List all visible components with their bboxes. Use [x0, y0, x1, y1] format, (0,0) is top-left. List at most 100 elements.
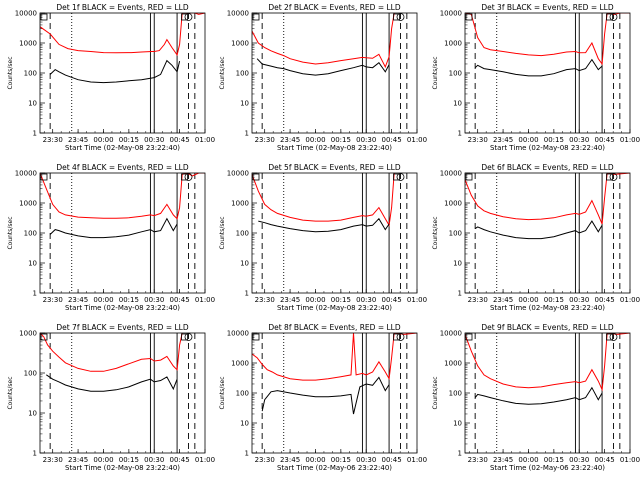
- x-tick-label: 00:15: [331, 456, 351, 464]
- x-tick-label: 23:45: [280, 296, 300, 304]
- series-line: [465, 333, 630, 392]
- y-tick-label: 1000: [231, 200, 249, 208]
- state-marker-box: [606, 13, 613, 21]
- chart-title: Det 4f BLACK = Events, RED = LLD: [56, 163, 189, 172]
- chart-panel-2: Det 2f BLACK = Events, RED = LLD Counts/s…: [219, 3, 427, 152]
- x-tick-label: 23:45: [68, 456, 88, 464]
- plot-frame: [251, 172, 418, 294]
- x-tick-label: 00:15: [544, 296, 564, 304]
- plot-frame: [251, 12, 418, 134]
- y-tick-label: 100: [449, 70, 462, 78]
- state-marker-circle: [184, 173, 193, 181]
- state-marker-box: [40, 333, 48, 341]
- x-axis-label: Start Time (02-May-08 23:22:40): [490, 304, 605, 312]
- plot-area: [252, 333, 417, 453]
- x-tick-label: 00:15: [544, 456, 564, 464]
- plot-frame: [464, 332, 631, 454]
- x-tick-label: 23:30: [468, 296, 488, 304]
- plot-area: [252, 173, 408, 293]
- y-tick-label: 10: [240, 100, 249, 108]
- y-axis-label: Counts/sec: [432, 216, 439, 249]
- y-axis-label: Counts/sec: [7, 216, 14, 249]
- x-tick-label: 23:45: [493, 136, 513, 144]
- x-tick-label: 01:00: [195, 456, 215, 464]
- y-tick-label: 1000: [19, 330, 37, 338]
- series-line: [474, 58, 603, 77]
- x-tick-label: 23:45: [493, 456, 513, 464]
- series-line: [474, 386, 603, 405]
- state-marker-box: [606, 333, 613, 341]
- x-tick-label: 00:30: [356, 296, 376, 304]
- y-tick-label: 10000: [227, 330, 249, 338]
- x-tick-label: 01:00: [195, 136, 215, 144]
- x-tick-label: 00:15: [119, 456, 139, 464]
- x-axis-label: Start Time (02-May-08 23:22:40): [277, 144, 392, 152]
- state-marker-circle: [396, 333, 405, 341]
- y-axis-label: Counts/sec: [7, 56, 14, 89]
- y-tick-label: 10000: [15, 10, 37, 18]
- plot-frame: [39, 172, 206, 294]
- x-tick-label: 23:30: [255, 456, 275, 464]
- y-tick-label: 1000: [444, 40, 462, 48]
- plot-frame: [39, 332, 206, 454]
- y-tick-label: 1000: [444, 200, 462, 208]
- x-axis-label: Start Time (02-May-08 23:22:40): [277, 304, 392, 312]
- x-tick-label: 23:45: [68, 296, 88, 304]
- y-tick-label: 1: [33, 450, 37, 458]
- x-tick-label: 00:45: [170, 136, 190, 144]
- state-marker-box: [252, 173, 260, 181]
- state-marker-box: [252, 13, 260, 21]
- x-tick-label: 00:15: [119, 136, 139, 144]
- x-tick-label: 23:30: [468, 136, 488, 144]
- series-line: [252, 333, 417, 381]
- x-axis-label: Start Time (02-May-08 23:22:40): [65, 464, 180, 472]
- y-tick-label: 1: [458, 450, 462, 458]
- x-tick-label: 00:00: [305, 136, 325, 144]
- y-tick-label: 1000: [231, 360, 249, 368]
- state-marker-circle: [609, 333, 618, 341]
- x-tick-label: 00:00: [518, 136, 538, 144]
- y-tick-label: 10: [453, 260, 462, 268]
- x-tick-label: 00:45: [382, 136, 402, 144]
- y-tick-label: 1: [245, 130, 249, 138]
- x-tick-label: 23:30: [255, 136, 275, 144]
- plot-area: [465, 333, 630, 453]
- plot-frame: [464, 172, 631, 294]
- y-tick-label: 10: [28, 260, 37, 268]
- chart-panel-6: Det 6f BLACK = Events, RED = LLD Counts/s…: [432, 163, 640, 312]
- y-tick-label: 10000: [440, 10, 462, 18]
- x-tick-label: 00:15: [119, 296, 139, 304]
- y-tick-label: 1000: [444, 360, 462, 368]
- y-tick-label: 10: [453, 100, 462, 108]
- state-marker-box: [393, 13, 400, 21]
- x-tick-label: 01:00: [407, 296, 427, 304]
- chart-panel-4: Det 4f BLACK = Events, RED = LLD Counts/s…: [7, 163, 215, 312]
- x-tick-label: 01:00: [620, 456, 640, 464]
- x-tick-label: 00:15: [331, 296, 351, 304]
- x-tick-label: 00:45: [595, 136, 615, 144]
- state-marker-box: [252, 333, 260, 341]
- chart-title: Det 1f BLACK = Events, RED = LLD: [56, 3, 189, 12]
- series-line: [40, 13, 205, 57]
- x-tick-label: 00:00: [93, 296, 113, 304]
- chart-title: Det 5f BLACK = Events, RED = LLD: [268, 163, 401, 172]
- y-tick-label: 1000: [231, 40, 249, 48]
- state-marker-box: [606, 173, 613, 181]
- chart-panel-5: Det 5f BLACK = Events, RED = LLD Counts/s…: [219, 163, 427, 312]
- x-tick-label: 00:45: [170, 296, 190, 304]
- chart-panel-1: Det 1f BLACK = Events, RED = LLD Counts/s…: [7, 3, 215, 152]
- series-line: [46, 374, 178, 392]
- x-tick-label: 23:45: [280, 136, 300, 144]
- series-line: [49, 217, 178, 239]
- x-tick-label: 23:30: [43, 296, 63, 304]
- state-marker-box: [393, 333, 400, 341]
- x-tick-label: 00:00: [305, 296, 325, 304]
- y-tick-label: 100: [236, 230, 249, 238]
- state-marker-circle: [184, 13, 193, 21]
- y-tick-label: 1: [458, 290, 462, 298]
- y-tick-label: 100: [236, 70, 249, 78]
- x-tick-label: 01:00: [620, 296, 640, 304]
- y-tick-label: 10: [240, 260, 249, 268]
- y-tick-label: 10: [28, 410, 37, 418]
- y-tick-label: 10000: [440, 170, 462, 178]
